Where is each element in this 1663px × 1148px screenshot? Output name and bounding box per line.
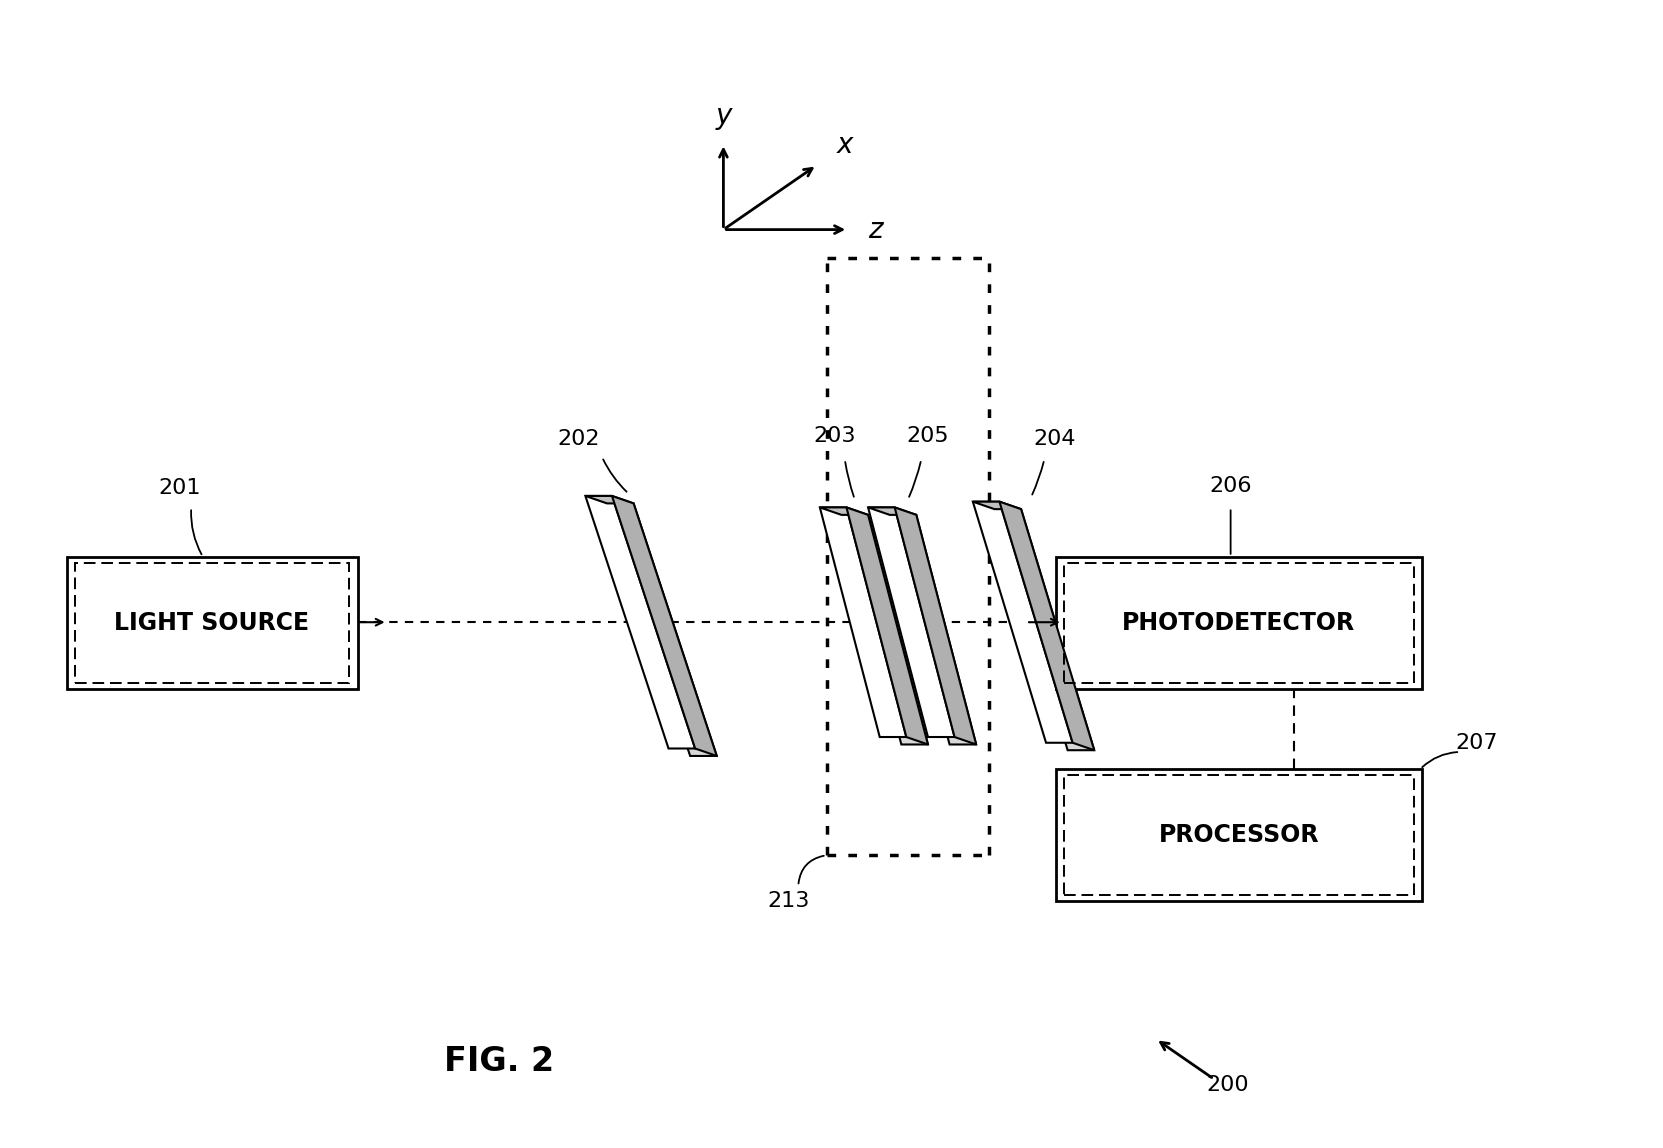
Polygon shape xyxy=(820,507,868,514)
Text: 205: 205 xyxy=(906,426,950,447)
Polygon shape xyxy=(841,514,928,745)
Text: FIG. 2: FIG. 2 xyxy=(444,1046,554,1078)
Text: 201: 201 xyxy=(158,478,201,498)
Text: 213: 213 xyxy=(767,891,810,912)
Bar xyxy=(1056,769,1422,901)
Polygon shape xyxy=(994,509,1094,751)
Bar xyxy=(1056,557,1422,689)
Text: z: z xyxy=(868,216,883,243)
Polygon shape xyxy=(973,502,1073,743)
Text: 202: 202 xyxy=(557,428,600,449)
Text: y: y xyxy=(715,102,732,130)
Text: PHOTODETECTOR: PHOTODETECTOR xyxy=(1123,611,1355,635)
Text: 206: 206 xyxy=(1209,475,1252,496)
Polygon shape xyxy=(868,507,955,737)
Bar xyxy=(67,557,358,689)
Polygon shape xyxy=(820,507,906,737)
Polygon shape xyxy=(999,502,1094,751)
Text: 204: 204 xyxy=(1033,428,1076,449)
Polygon shape xyxy=(895,507,976,745)
Text: 203: 203 xyxy=(813,426,856,447)
Polygon shape xyxy=(585,496,634,503)
Polygon shape xyxy=(846,507,928,745)
Text: 207: 207 xyxy=(1455,732,1498,753)
Polygon shape xyxy=(585,496,695,748)
Polygon shape xyxy=(607,503,717,755)
Text: x: x xyxy=(836,131,853,160)
Polygon shape xyxy=(868,507,916,514)
Text: LIGHT SOURCE: LIGHT SOURCE xyxy=(115,611,309,635)
Text: PROCESSOR: PROCESSOR xyxy=(1159,823,1319,847)
Polygon shape xyxy=(973,502,1021,509)
Polygon shape xyxy=(890,514,976,745)
Bar xyxy=(1064,775,1414,895)
Bar xyxy=(1064,563,1414,683)
Text: 200: 200 xyxy=(1206,1075,1249,1095)
Bar xyxy=(75,563,349,683)
Polygon shape xyxy=(612,496,717,755)
